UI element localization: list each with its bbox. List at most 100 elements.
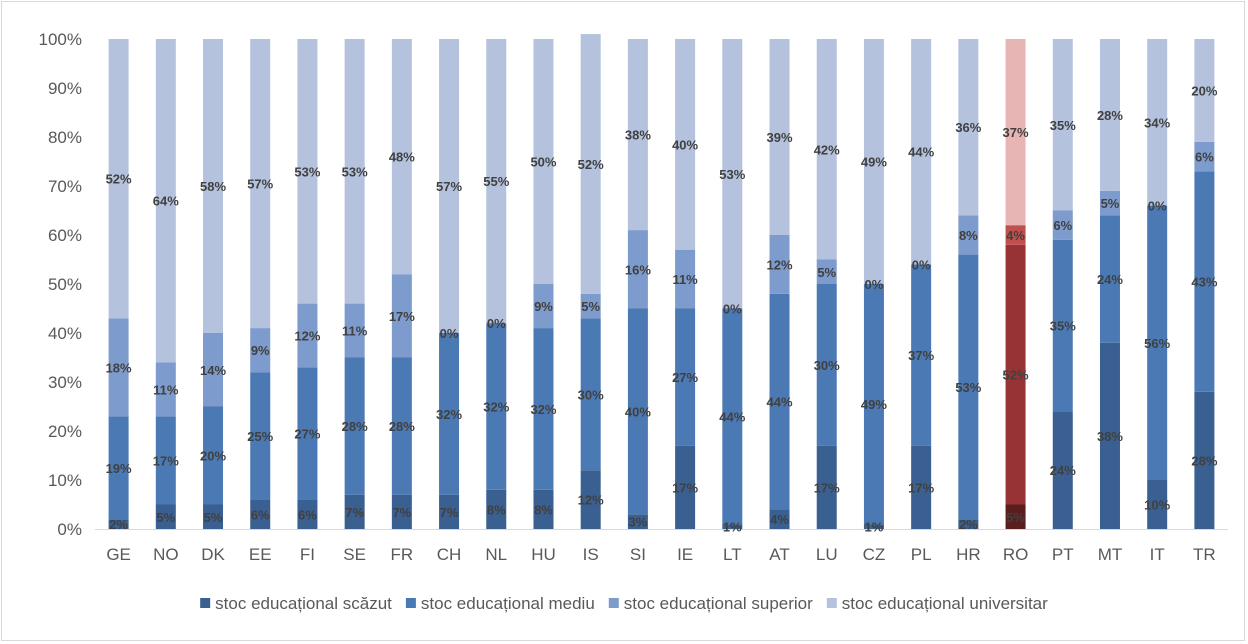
data-label: 5% <box>581 299 600 314</box>
data-label: 17% <box>672 480 698 495</box>
x-tick-label: AT <box>769 545 789 564</box>
bar-segment <box>580 293 601 319</box>
bar-segment <box>203 39 224 333</box>
bar-segment <box>627 39 648 231</box>
x-tick-label: IS <box>583 545 599 564</box>
bar-segment <box>1147 39 1168 206</box>
bar-segment <box>1099 39 1120 191</box>
bar-segment <box>297 499 318 529</box>
data-label: 5% <box>817 265 836 280</box>
x-tick-label: HR <box>956 545 981 564</box>
data-label: 30% <box>578 387 604 402</box>
data-label: 49% <box>861 155 887 170</box>
x-tick-label: MT <box>1098 545 1123 564</box>
x-tick-label: LU <box>816 545 838 564</box>
data-label: 64% <box>153 194 179 209</box>
data-label: 4% <box>1006 228 1025 243</box>
bar-segment <box>722 308 743 525</box>
bar-segment <box>769 235 790 294</box>
legend-label: stoc educațional mediu <box>421 594 595 613</box>
data-label: 9% <box>534 299 553 314</box>
x-tick-label: GE <box>106 545 131 564</box>
y-tick-label: 40% <box>48 324 82 343</box>
y-tick-label: 0% <box>57 520 82 539</box>
bar-segment <box>391 39 412 275</box>
bar-segment <box>486 39 507 324</box>
bar-segment <box>250 39 271 329</box>
data-label: 20% <box>1191 83 1217 98</box>
data-label: 5% <box>156 510 175 525</box>
data-label: 32% <box>436 407 462 422</box>
data-label: 7% <box>392 505 411 520</box>
data-label: 44% <box>767 395 793 410</box>
bar-segment <box>108 39 129 319</box>
data-label: 1% <box>865 520 884 535</box>
bar-segment <box>533 328 554 490</box>
data-label: 19% <box>106 461 132 476</box>
bar-segment <box>911 264 932 446</box>
data-label: 27% <box>294 426 320 441</box>
bar-segment <box>533 489 554 529</box>
data-label: 52% <box>578 157 604 172</box>
x-tick-label: LT <box>723 545 742 564</box>
data-label: 40% <box>672 137 698 152</box>
x-tick-label: IE <box>677 545 693 564</box>
data-label: 5% <box>204 510 223 525</box>
data-label: 30% <box>814 358 840 373</box>
legend-label: stoc educațional scăzut <box>215 594 392 613</box>
data-label: 38% <box>625 128 651 143</box>
legend-swatch <box>405 598 416 608</box>
bar-segment <box>580 34 601 294</box>
bar-segment <box>675 308 696 446</box>
bar-segment <box>439 494 460 529</box>
data-label: 12% <box>767 257 793 272</box>
bar-segment <box>958 215 979 255</box>
data-label: 42% <box>814 142 840 157</box>
data-label: 17% <box>814 480 840 495</box>
x-tick-label: NO <box>153 545 179 564</box>
bar-segment <box>1099 342 1120 529</box>
data-label: 43% <box>1191 275 1217 290</box>
y-tick-label: 10% <box>48 471 82 490</box>
x-tick-label: IT <box>1150 545 1165 564</box>
data-label: 16% <box>625 262 651 277</box>
y-tick-label: 60% <box>48 226 82 245</box>
data-label: 0% <box>440 326 459 341</box>
bar-segment <box>1052 239 1073 412</box>
data-label: 2% <box>959 517 978 532</box>
bar-segment <box>344 494 365 529</box>
data-label: 17% <box>908 480 934 495</box>
x-tick-label: FI <box>300 545 315 564</box>
x-tick-label: DK <box>201 545 225 564</box>
bar-segment <box>486 323 507 490</box>
bar-segment <box>391 494 412 529</box>
data-label: 56% <box>1144 336 1170 351</box>
bar-segment <box>439 39 460 333</box>
x-tick-label: NL <box>485 545 507 564</box>
y-tick-label: 90% <box>48 79 82 98</box>
data-label: 12% <box>578 493 604 508</box>
data-label: 37% <box>1003 125 1029 140</box>
data-label: 6% <box>1053 218 1072 233</box>
data-label: 24% <box>1097 272 1123 287</box>
data-label: 7% <box>440 505 459 520</box>
data-label: 57% <box>436 179 462 194</box>
x-tick-label: EE <box>249 545 272 564</box>
bar-segment <box>1005 39 1026 226</box>
data-label: 44% <box>908 145 934 160</box>
data-label: 6% <box>1195 150 1214 165</box>
bar-segment <box>250 328 271 373</box>
y-tick-label: 30% <box>48 373 82 392</box>
data-label: 40% <box>625 404 651 419</box>
bar-segment <box>627 514 648 529</box>
bar-segment <box>155 416 176 505</box>
y-tick-label: 50% <box>48 275 82 294</box>
bar-segment <box>1099 215 1120 343</box>
x-tick-label: SE <box>343 545 366 564</box>
data-label: 52% <box>1003 368 1029 383</box>
data-label: 35% <box>1050 118 1076 133</box>
x-tick-label: PT <box>1052 545 1074 564</box>
data-label: 17% <box>389 309 415 324</box>
data-label: 2% <box>109 517 128 532</box>
